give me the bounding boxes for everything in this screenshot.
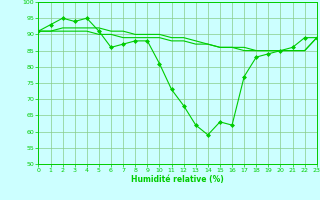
X-axis label: Humidité relative (%): Humidité relative (%) (131, 175, 224, 184)
